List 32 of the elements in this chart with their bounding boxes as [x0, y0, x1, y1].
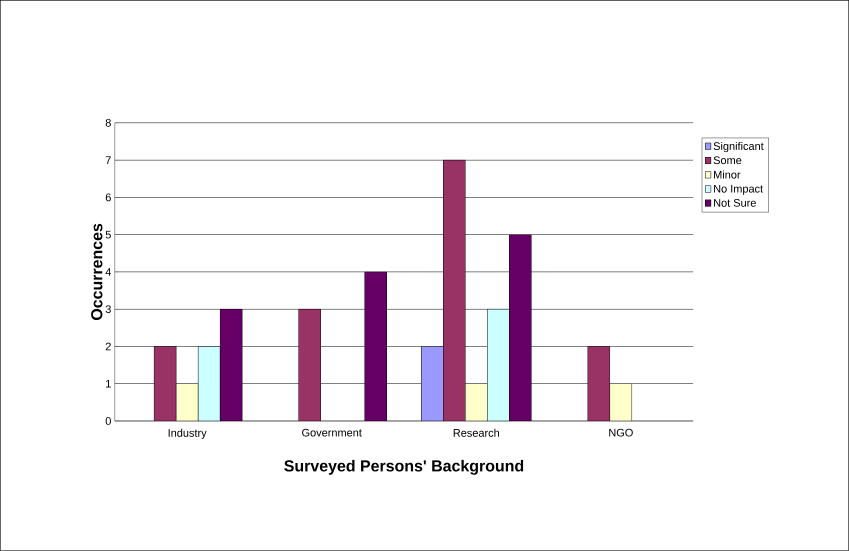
x-tick-label: Industry	[168, 428, 207, 440]
legend-label: Not Sure	[714, 199, 756, 207]
y-tick-label: 1	[106, 380, 111, 388]
y-tick-label: 2	[106, 342, 111, 350]
y-axis-title: Occurrences	[91, 224, 102, 320]
bar	[364, 272, 387, 422]
x-tick-label: Government	[302, 428, 362, 437]
bar	[154, 346, 176, 422]
bar	[610, 384, 632, 422]
y-tick-label: 3	[106, 305, 111, 314]
bar	[487, 309, 510, 422]
y-tick-label: 4	[105, 268, 112, 276]
legend-label: Significant	[714, 142, 764, 152]
bar	[588, 346, 610, 422]
x-tick-label: Research	[454, 428, 500, 437]
y-tick-label: 7	[106, 156, 111, 164]
y-tick-label: 8	[106, 119, 111, 127]
y-tick-label: 0	[106, 417, 111, 425]
bar	[176, 384, 198, 422]
bar	[298, 309, 321, 422]
bar	[198, 346, 220, 422]
y-tick-label: 5	[106, 230, 111, 239]
x-tick-label: NGO	[609, 428, 633, 437]
legend-label: Some	[714, 156, 742, 164]
bar	[220, 309, 242, 422]
y-tick-label: 6	[106, 194, 111, 202]
bar	[509, 234, 532, 422]
bar	[465, 384, 488, 422]
legend-label: No Impact	[714, 185, 764, 195]
legend-label: Minor	[714, 170, 740, 179]
bar	[443, 160, 466, 422]
x-axis-title: Surveyed Persons' Background	[284, 460, 524, 475]
